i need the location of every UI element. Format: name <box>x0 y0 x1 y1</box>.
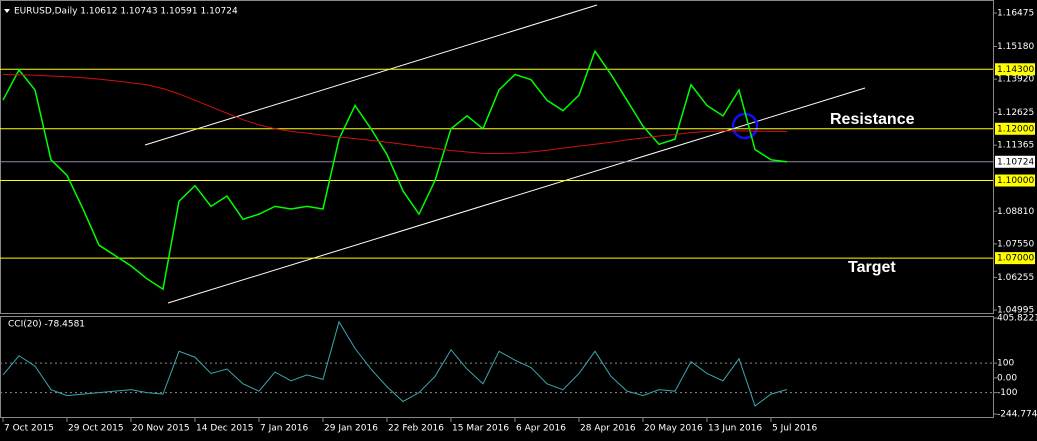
x-tick-label: 7 Jan 2016 <box>260 424 308 434</box>
y-tick-label: 1.16475 <box>997 8 1034 18</box>
x-tick-label: 5 Jul 2016 <box>772 424 817 434</box>
x-tick-label: 14 Dec 2015 <box>196 424 254 434</box>
x-tick-label: 22 Feb 2016 <box>388 424 444 434</box>
y-tick-label: 1.07550 <box>997 239 1034 249</box>
x-tick-label: 7 Oct 2015 <box>4 424 54 434</box>
y-tick-label: -100 <box>997 388 1018 398</box>
level-label: 1.07000 <box>997 254 1034 264</box>
y-tick-label: 405.8221 <box>997 314 1037 324</box>
menu-arrow <box>4 9 10 13</box>
level-box <box>995 122 1035 135</box>
x-tick-label: 20 May 2016 <box>644 424 703 434</box>
x-tick-label: 29 Oct 2015 <box>68 424 124 434</box>
level-label: 1.12000 <box>997 124 1034 134</box>
breakout-circle <box>731 112 759 140</box>
level-box <box>995 174 1035 187</box>
y-tick-label: 1.13920 <box>997 75 1034 85</box>
cci-frame <box>0 316 994 418</box>
y-tick-label: -244.7742 <box>997 410 1037 420</box>
cci-title: CCI(20) -78.4581 <box>8 320 85 330</box>
level-box <box>995 63 1035 76</box>
level-box <box>995 252 1035 265</box>
chart-title: EURUSD,Daily 1.10612 1.10743 1.10591 1.1… <box>14 7 238 17</box>
series-line <box>2 73 787 155</box>
series-line <box>2 49 788 291</box>
annotation: Target <box>848 259 896 276</box>
series-line <box>2 320 788 407</box>
channel-lower <box>167 87 866 304</box>
y-tick-label: 0.00 <box>997 373 1017 383</box>
level-label: 1.10000 <box>997 176 1034 186</box>
y-tick-label: 100 <box>997 359 1014 369</box>
x-tick-label: 20 Nov 2015 <box>132 424 190 434</box>
x-tick-label: 15 Mar 2016 <box>452 424 509 434</box>
last-price-label: 1.10724 <box>997 157 1034 167</box>
x-tick-label: 28 Apr 2016 <box>580 424 636 434</box>
y-tick-label: 1.06255 <box>997 273 1034 283</box>
y-tick-label: 1.08810 <box>997 207 1034 217</box>
y-tick-label: 1.11365 <box>997 141 1034 151</box>
last-price-box <box>995 155 1035 168</box>
channel-upper <box>144 4 598 146</box>
x-tick-label: 13 Jun 2016 <box>708 424 762 434</box>
annotation: Resistance <box>830 111 915 128</box>
x-tick-label: 6 Apr 2016 <box>516 424 566 434</box>
y-tick-label: 1.04995 <box>997 305 1034 315</box>
price-frame <box>0 0 994 314</box>
y-tick-label: 1.15180 <box>997 42 1034 52</box>
y-tick-label: 1.12625 <box>997 108 1034 118</box>
level-label: 1.14300 <box>997 65 1034 75</box>
x-tick-label: 29 Jan 2016 <box>324 424 378 434</box>
